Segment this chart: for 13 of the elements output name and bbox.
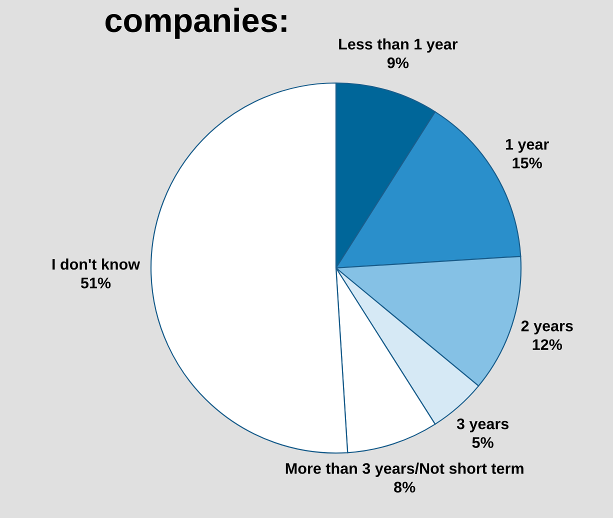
data-label: 15%	[512, 158, 542, 168]
data-label: 5%	[472, 437, 494, 448]
slice-label: More than 3 years/Not short term	[286, 462, 524, 477]
slice-label: Less than 1 year	[339, 38, 458, 53]
slice-label: I don't know	[52, 258, 140, 270]
data-label: 51%	[80, 278, 111, 288]
slice-label: 1 year	[506, 139, 549, 153]
data-label: 8%	[394, 482, 416, 493]
data-label: 12%	[532, 339, 562, 350]
data-label: 9%	[387, 57, 409, 68]
chart-title: companies:	[106, 8, 286, 39]
slice-label: 3 years	[456, 418, 509, 432]
slice-label: 2 years	[521, 320, 573, 334]
